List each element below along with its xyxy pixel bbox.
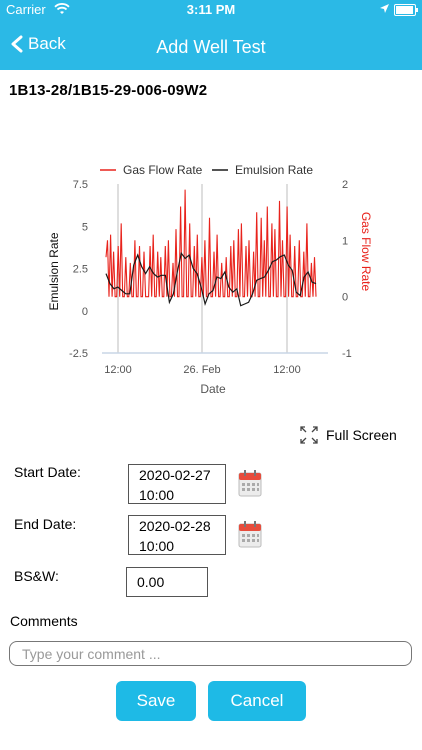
gas-flow-rate-line xyxy=(105,189,317,298)
end-date-field[interactable]: 2020-02-28 10:00 xyxy=(128,515,226,555)
back-button[interactable]: Back xyxy=(10,34,66,54)
well-identifier: 1B13-28/1B15-29-006-09W2 xyxy=(9,82,208,99)
carrier-label: Carrier xyxy=(6,2,46,17)
status-bar: Carrier 3:11 PM xyxy=(0,0,422,20)
wifi-icon xyxy=(54,3,70,14)
well-test-chart[interactable]: 7.5 5 2.5 0 -2.5 2 1 0 -1 12:00 26. Feb 12:00 Date Em… xyxy=(0,150,422,400)
chart-svg: 7.5 5 2.5 0 -2.5 2 1 0 -1 12:00 26. Feb 12:00 Date Em… xyxy=(47,163,373,396)
right-axis-title: Gas Flow Rate xyxy=(359,212,373,292)
right-tick-label: 1 xyxy=(342,235,348,247)
cancel-button[interactable]: Cancel xyxy=(208,681,306,721)
chevron-left-icon xyxy=(11,35,23,53)
comments-input[interactable] xyxy=(9,641,412,666)
right-tick-label: 0 xyxy=(342,292,348,304)
location-arrow-icon xyxy=(380,4,389,13)
expand-icon xyxy=(300,426,318,444)
bsw-label: BS&W: xyxy=(14,568,59,584)
end-date-label: End Date: xyxy=(14,516,77,532)
navigation-header: Carrier 3:11 PM Back Add Well Test xyxy=(0,0,422,70)
end-date-value: 2020-02-28 xyxy=(139,518,211,534)
save-button[interactable]: Save xyxy=(116,681,196,721)
bsw-input[interactable]: 0.00 xyxy=(126,567,208,597)
emulsion-rate-line xyxy=(105,251,317,307)
x-axis-title: Date xyxy=(200,382,226,396)
legend-label: Emulsion Rate xyxy=(235,163,313,177)
x-tick-label: 26. Feb xyxy=(183,364,220,376)
right-tick-label: 2 xyxy=(342,179,348,191)
end-time-value: 10:00 xyxy=(139,538,175,554)
left-tick-label: 7.5 xyxy=(73,179,88,191)
left-axis-title: Emulsion Rate xyxy=(47,232,61,310)
back-label: Back xyxy=(28,34,66,53)
x-tick-label: 12:00 xyxy=(273,364,301,376)
left-tick-label: -2.5 xyxy=(69,348,88,360)
right-tick-label: -1 xyxy=(342,348,352,360)
legend-label: Gas Flow Rate xyxy=(123,163,203,177)
end-date-calendar-icon[interactable] xyxy=(238,521,262,548)
page-title: Add Well Test xyxy=(156,37,266,57)
left-tick-label: 5 xyxy=(82,221,88,233)
x-tick-label: 12:00 xyxy=(104,364,132,376)
start-time-value: 10:00 xyxy=(139,487,175,503)
full-screen-label: Full Screen xyxy=(326,427,397,443)
left-tick-label: 2.5 xyxy=(73,264,88,276)
start-date-label: Start Date: xyxy=(14,464,81,480)
start-date-calendar-icon[interactable] xyxy=(238,470,262,497)
status-time: 3:11 PM xyxy=(186,2,236,17)
start-date-field[interactable]: 2020-02-27 10:00 xyxy=(128,464,226,504)
left-tick-label: 0 xyxy=(82,306,88,318)
full-screen-button[interactable]: Full Screen xyxy=(300,426,397,444)
battery-icon xyxy=(394,4,418,16)
start-date-value: 2020-02-27 xyxy=(139,467,211,483)
comments-label: Comments xyxy=(10,613,78,629)
